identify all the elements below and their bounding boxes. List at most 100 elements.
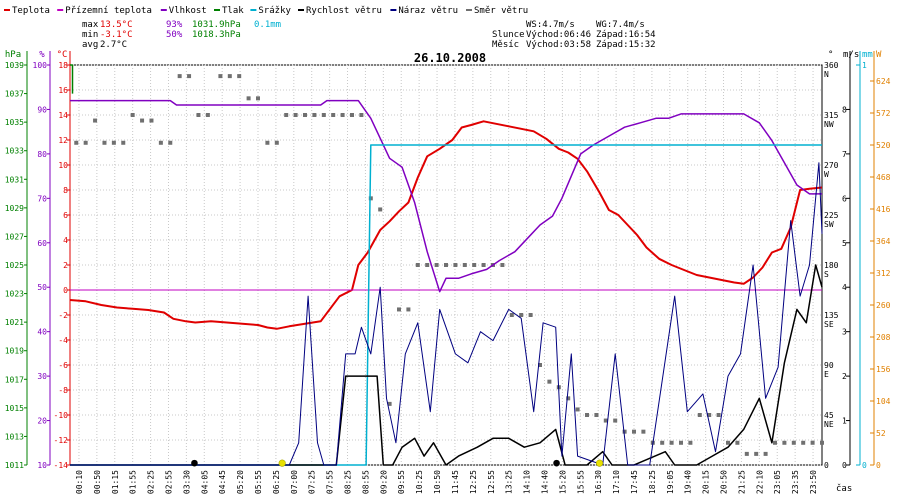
- wind-direction-point: [425, 263, 430, 267]
- wind-direction-point: [528, 313, 533, 317]
- wind-direction-point: [603, 418, 608, 423]
- wind-unit: m/s: [843, 50, 859, 60]
- series-line-tlak: [70, 64, 74, 94]
- wind-tick-label: 7: [842, 150, 847, 159]
- wind-direction-point: [726, 440, 730, 445]
- x-tick-label: 15:55: [576, 470, 585, 494]
- moonrise-marker: ●: [191, 456, 198, 469]
- wind-direction-point: [782, 440, 787, 445]
- wind-direction-point: [102, 140, 107, 145]
- temperature-tick-label: -12: [54, 436, 69, 445]
- x-tick-label: 14:10: [523, 470, 532, 494]
- wind-direction-point: [575, 407, 580, 412]
- wind-direction-point: [237, 74, 242, 79]
- temperature-tick-label: 16: [58, 86, 68, 95]
- stats-max-label: max: [82, 20, 99, 30]
- x-tick-label: 16:30: [594, 470, 603, 494]
- legend-label: Náraz větru: [398, 6, 458, 16]
- direction-compass-label: SE: [824, 320, 834, 329]
- humidity-tick-label: 60: [37, 239, 47, 248]
- x-tick-label: 02:55: [164, 470, 173, 494]
- wind-direction-point: [519, 313, 524, 317]
- wind-direction-point: [331, 113, 336, 117]
- wind-direction-point: [387, 401, 392, 406]
- humidity-tick-label: 70: [37, 194, 47, 203]
- wind-direction-point: [791, 440, 796, 445]
- moonset-marker: ●: [553, 456, 560, 469]
- direction-tick-label: 135: [824, 311, 839, 320]
- wind-direction-point: [585, 413, 589, 417]
- direction-tick-label: 360: [824, 61, 839, 70]
- temperature-tick-label: 18: [58, 61, 68, 70]
- wind-direction-point: [707, 413, 712, 417]
- direction-tick-label: 0: [824, 461, 829, 470]
- wind-direction-point: [93, 118, 98, 123]
- legend-label: Tlak: [222, 6, 244, 16]
- wind-direction-point: [177, 74, 182, 79]
- direction-compass-label: W: [824, 170, 829, 179]
- wind-direction-point: [622, 429, 627, 434]
- wind-direction-point: [397, 307, 401, 312]
- x-tick-label: 08:55: [361, 470, 370, 494]
- solar-unit: W: [876, 50, 882, 60]
- wind-direction-point: [378, 207, 383, 212]
- wind-direction-point: [773, 440, 777, 445]
- solar-tick-label: 0: [876, 461, 881, 470]
- solar-tick-label: 624: [876, 77, 891, 86]
- wind-direction-point: [500, 263, 505, 267]
- wind-direction-point: [158, 140, 163, 145]
- temperature-tick-label: 12: [58, 136, 68, 145]
- humidity-tick-label: 30: [37, 372, 47, 381]
- series-line-rychlost-v-tru: [70, 264, 823, 466]
- wind-direction-point: [509, 313, 514, 317]
- wind-direction-point: [303, 113, 307, 117]
- wind-direction-point: [284, 113, 289, 117]
- x-tick-label: 14:40: [540, 470, 549, 494]
- wind-direction-point: [312, 113, 317, 117]
- temperature-tick-label: -8: [58, 386, 68, 395]
- direction-tick-label: 225: [824, 211, 839, 220]
- wind-direction-point: [472, 263, 477, 267]
- pressure-tick-label: 1017: [5, 375, 24, 384]
- temperature-tick-label: 10: [58, 161, 68, 170]
- wind-direction-point: [735, 440, 740, 445]
- x-tick-label: 15:20: [558, 470, 567, 494]
- wind-direction-point: [265, 140, 270, 145]
- humidity-tick-label: 80: [37, 150, 47, 159]
- wind-direction-point: [140, 118, 145, 123]
- stats-max-rain: 0.1mm: [254, 20, 281, 30]
- x-tick-label: 02:25: [147, 470, 156, 494]
- wind-direction-point: [187, 74, 192, 79]
- wind-direction-point: [688, 440, 693, 445]
- x-tick-label: 20:50: [720, 470, 729, 494]
- wind-direction-point: [406, 307, 411, 312]
- wind-direction-point: [716, 413, 721, 417]
- series-layer: [69, 64, 824, 466]
- x-tick-label: 04:45: [218, 470, 227, 494]
- x-axis-label: čas: [836, 483, 852, 494]
- wind-tick-label: 1: [842, 417, 847, 426]
- wind-direction-point: [566, 396, 571, 401]
- chart-title: 26.10.2008: [414, 51, 486, 65]
- x-tick-label: 07:55: [326, 470, 335, 494]
- solar-tick-label: 572: [876, 109, 891, 118]
- solar-tick-label: 260: [876, 301, 891, 310]
- moon-rise: Východ:03:58: [526, 40, 591, 50]
- direction-compass-label: E: [824, 370, 829, 379]
- direction-tick-label: 45: [824, 411, 834, 420]
- wind-direction-point: [538, 363, 542, 367]
- temperature-tick-label: -6: [58, 361, 68, 370]
- wind-direction-point: [462, 263, 467, 267]
- wind-direction-point: [697, 413, 702, 417]
- x-tick-label: 23:50: [809, 470, 818, 494]
- temperature-tick-label: -4: [58, 336, 68, 345]
- x-tick-label: 13:25: [505, 470, 514, 494]
- x-tick-label: 10:50: [433, 470, 442, 494]
- stats-avg-temp: 2.7°C: [100, 40, 127, 50]
- wind-direction-point: [149, 118, 154, 123]
- x-tick-label: 01:55: [129, 470, 138, 494]
- stats-max-press: 1031.9hPa: [192, 20, 241, 30]
- wind-direction-point: [246, 96, 251, 101]
- wind-direction-point: [594, 413, 599, 417]
- wind-direction-point: [660, 440, 665, 445]
